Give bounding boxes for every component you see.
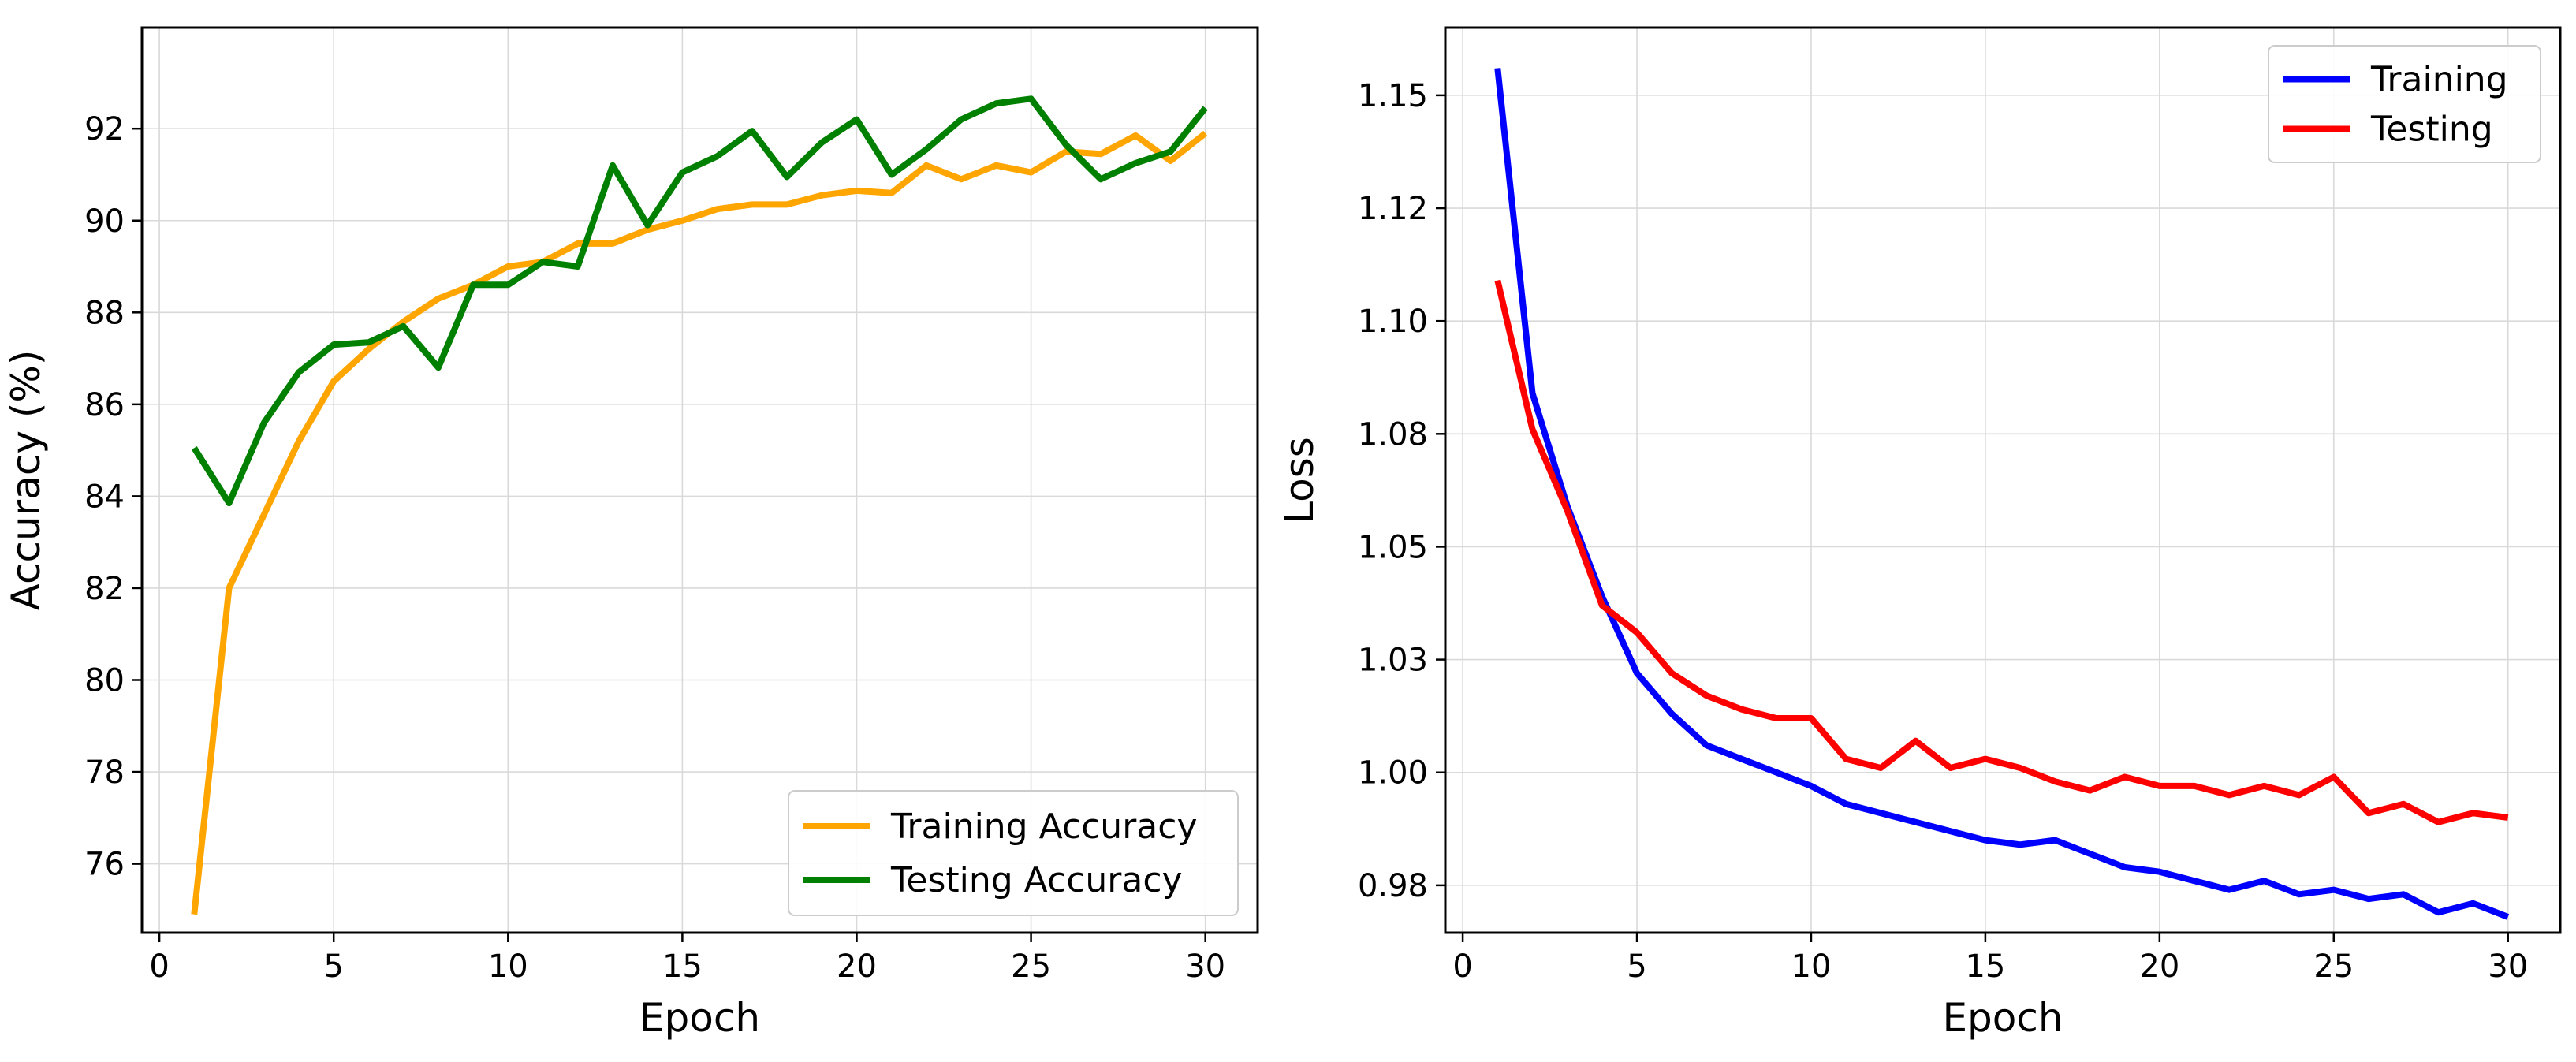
chart1-ytick-label: 92 bbox=[84, 111, 125, 147]
chart2-xtick-label: 15 bbox=[1965, 948, 2005, 985]
chart2-legend-box bbox=[2268, 45, 2541, 163]
chart1-ytick-label: 80 bbox=[84, 662, 125, 699]
loss-chart: 0 5 10 15 20 25 30 0.98 1.00 1.03 1.05 1.08 1.10 1.12… bbox=[1277, 26, 2562, 1041]
chart1-ytick-label: 90 bbox=[84, 203, 125, 240]
chart2-xtick-label: 30 bbox=[2488, 948, 2528, 985]
chart1-xtick-label: 0 bbox=[149, 948, 169, 985]
chart1-ytick-label: 84 bbox=[84, 479, 125, 515]
chart2-ytick-label: 1.10 bbox=[1358, 304, 1428, 340]
chart1-legend-label: Testing Accuracy bbox=[890, 860, 1183, 900]
chart2-ytick-label: 0.98 bbox=[1358, 868, 1428, 904]
chart2-ytick-label: 1.08 bbox=[1358, 416, 1428, 453]
chart2-legend-label: Training bbox=[2370, 60, 2508, 100]
chart1-legend-box bbox=[788, 790, 1239, 916]
chart1-plot-frame bbox=[140, 26, 1259, 934]
chart2-plot-frame bbox=[1444, 26, 2562, 934]
chart1-ytick-label: 88 bbox=[84, 295, 125, 331]
chart2-xtick-label: 20 bbox=[2139, 948, 2179, 985]
chart2-legend-label: Testing bbox=[2370, 110, 2493, 150]
chart2-ytick-label: 1.12 bbox=[1358, 191, 1428, 227]
chart1-xtick-label: 15 bbox=[662, 948, 703, 985]
chart1-xtick-label: 25 bbox=[1011, 948, 1051, 985]
chart2-xtick-label: 5 bbox=[1627, 948, 1646, 985]
chart1-ytick-label: 78 bbox=[84, 755, 125, 791]
chart2-y-axis-label: Loss bbox=[1277, 437, 1322, 524]
chart2-series-training bbox=[1494, 68, 2510, 920]
chart1-x-axis-label: Epoch bbox=[639, 995, 760, 1041]
chart1-xtick-label: 5 bbox=[323, 948, 343, 985]
chart1-ytick-label: 76 bbox=[84, 847, 125, 883]
chart2-xtick-label: 25 bbox=[2313, 948, 2354, 985]
chart1-legend: Training Accuracy Testing Accuracy bbox=[788, 790, 1239, 916]
chart1-xtick-label: 30 bbox=[1185, 948, 1225, 985]
chart1-series-testing-accuracy bbox=[191, 95, 1208, 507]
chart1-xtick-label: 10 bbox=[488, 948, 528, 985]
chart1-ytick-label: 82 bbox=[84, 571, 125, 607]
chart2-ytick-label: 1.05 bbox=[1358, 529, 1428, 565]
chart2-legend: Training Testing bbox=[2268, 45, 2541, 163]
chart1-xtick-label: 20 bbox=[837, 948, 877, 985]
chart2-xtick-label: 0 bbox=[1452, 948, 1472, 985]
chart1-legend-label: Training Accuracy bbox=[890, 807, 1197, 847]
chart2-ytick-label: 1.00 bbox=[1358, 755, 1428, 792]
accuracy-chart: 0 5 10 15 20 25 30 76 78 80 82 84 86 88 90 92 Epoch Accur… bbox=[3, 26, 1259, 1041]
chart2-x-axis-label: Epoch bbox=[1942, 995, 2063, 1041]
chart1-series-training-accuracy bbox=[191, 130, 1208, 915]
chart1-ytick-label: 86 bbox=[84, 387, 125, 423]
chart1-y-axis-label: Accuracy (%) bbox=[3, 350, 49, 611]
chart2-ytick-label: 1.15 bbox=[1358, 78, 1428, 114]
chart2-ytick-label: 1.03 bbox=[1358, 643, 1428, 679]
chart2-xtick-label: 10 bbox=[1791, 948, 1832, 985]
chart2-series-testing bbox=[1494, 279, 2509, 825]
